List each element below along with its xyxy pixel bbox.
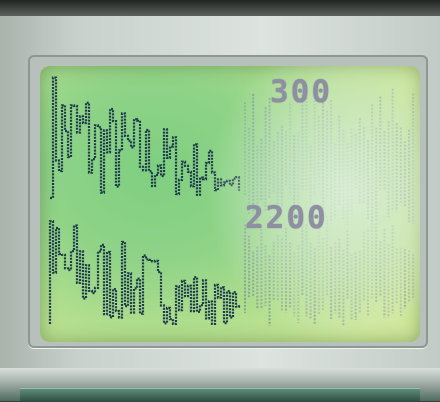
bottom-edge-strip: [20, 388, 420, 402]
top-shadow: [0, 0, 440, 16]
waveform-canvas: [48, 76, 415, 326]
upper-frequency-readout: 300: [270, 74, 332, 110]
lower-waveform-trace: [48, 220, 241, 325]
upper-waveform-trace: [50, 76, 241, 200]
lower-frequency-readout: 2200: [245, 200, 328, 236]
lcd-screen: 300 2200: [40, 66, 420, 342]
